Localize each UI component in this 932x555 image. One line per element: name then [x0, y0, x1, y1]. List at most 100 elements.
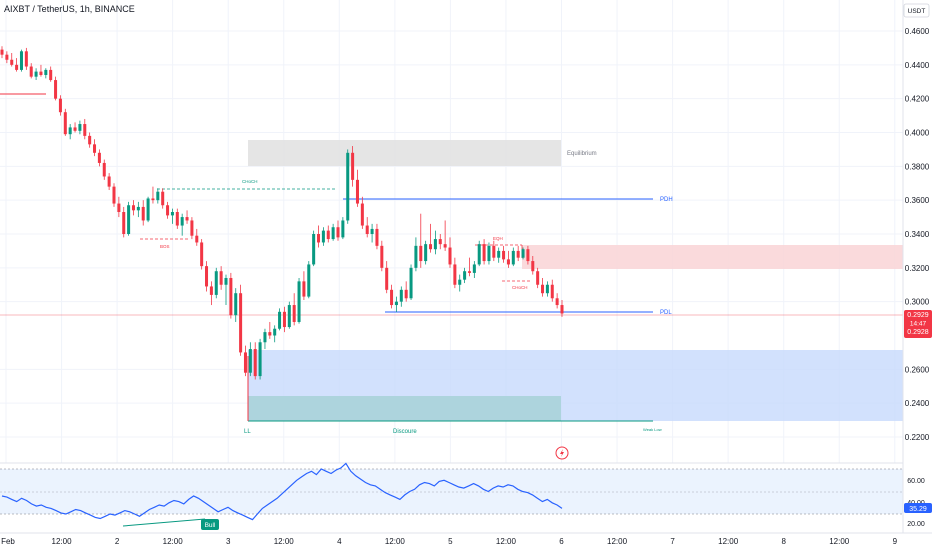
candle: [550, 279, 554, 302]
annotation-labels: Equilibrium PDH PDL LL Discoure Weak Low…: [160, 151, 673, 435]
candle: [180, 213, 184, 236]
candle-body: [424, 244, 428, 262]
candle: [341, 217, 345, 240]
candle: [5, 51, 9, 64]
candle: [58, 95, 62, 116]
candle-body: [209, 286, 213, 295]
candle: [336, 220, 340, 241]
candle: [526, 245, 530, 265]
candle-body: [477, 244, 481, 265]
candle-body: [83, 124, 87, 136]
candle-body: [141, 206, 145, 221]
candle: [205, 261, 209, 292]
candle: [355, 169, 359, 207]
candle: [287, 301, 291, 329]
candle: [555, 293, 559, 309]
rsi-pane: Bull: [0, 462, 903, 530]
candle: [360, 196, 364, 229]
candle-body: [78, 124, 82, 131]
candle-body: [385, 267, 389, 290]
candle: [39, 64, 43, 77]
candle-body: [453, 264, 457, 285]
candle-body: [560, 305, 564, 314]
candle-body: [44, 69, 48, 75]
price-axis[interactable]: [903, 0, 932, 533]
candle: [122, 206, 126, 238]
candle-body: [117, 203, 121, 213]
candle-body: [88, 135, 92, 145]
candle-body: [97, 152, 101, 163]
price-tick-label: 0.3800: [905, 162, 930, 171]
candle-body: [219, 271, 223, 285]
candle: [131, 200, 135, 216]
candle: [307, 261, 311, 299]
price-tick-label: 0.4000: [905, 129, 930, 138]
candle: [10, 52, 14, 67]
candle-body: [492, 245, 496, 258]
rsi-value-tag: 35.29: [904, 503, 932, 513]
candle: [385, 261, 389, 294]
time-tick-label: 3: [226, 537, 231, 546]
candle-body: [482, 244, 486, 262]
candle-body: [161, 191, 165, 206]
candle: [351, 146, 355, 187]
candle-body: [229, 277, 233, 316]
candle-body: [185, 217, 189, 221]
candle-body: [443, 244, 447, 248]
candle: [380, 240, 384, 272]
candle: [219, 266, 223, 290]
candle: [516, 245, 520, 262]
candle: [112, 183, 116, 207]
candle: [521, 247, 525, 260]
candle-body: [541, 284, 545, 294]
candle: [229, 272, 233, 319]
choch-label-2: CHoCH: [512, 285, 528, 290]
price-ticks: 0.4600 0.4400 0.4200 0.4000 0.3800 0.3600 0.34…: [905, 27, 930, 442]
candle-body: [243, 352, 247, 373]
candle-body: [292, 305, 296, 322]
bull-label: Bull: [205, 522, 216, 529]
candle: [467, 257, 471, 277]
candle: [258, 338, 262, 380]
bos-label: BOS: [160, 244, 170, 249]
candle-body: [536, 271, 540, 285]
candle-body: [312, 234, 316, 265]
candle: [463, 267, 467, 284]
candle: [200, 239, 204, 270]
candle-body: [102, 162, 106, 177]
candle-body: [355, 179, 359, 204]
candle: [375, 223, 379, 250]
candle: [156, 188, 160, 204]
candle: [209, 281, 213, 306]
rsi-line: [1, 462, 563, 521]
currency-badge[interactable]: USDT: [903, 3, 930, 18]
candle: [404, 281, 408, 302]
candle: [492, 240, 496, 262]
time-tick-label: 4: [337, 537, 342, 546]
candle-body: [19, 51, 23, 70]
candle: [19, 49, 23, 72]
candle: [190, 217, 194, 240]
candle-body: [506, 259, 510, 265]
time-axis[interactable]: Feb 12:00 2 12:00 3 12:00 4 12:00 5 12:00 6 12:00 7 1…: [1, 537, 897, 546]
candle-body: [214, 271, 218, 295]
bull-divergence-badge: Bull: [201, 519, 219, 530]
candle: [497, 247, 501, 263]
candle: [365, 217, 369, 238]
candle-body: [302, 281, 306, 297]
candle: [429, 223, 433, 253]
candle: [448, 237, 452, 268]
candle-body: [122, 212, 126, 234]
lightning-icon[interactable]: [555, 446, 569, 460]
candle-body: [399, 289, 403, 302]
pdl-label: PDL: [660, 310, 672, 316]
candle: [117, 196, 121, 218]
discount-inner-zone: [248, 396, 561, 421]
candle-body: [331, 227, 335, 240]
candle: [312, 230, 316, 267]
price-tick-label: 0.3400: [905, 230, 930, 239]
candle-body: [467, 271, 471, 273]
candle-body: [10, 59, 14, 65]
